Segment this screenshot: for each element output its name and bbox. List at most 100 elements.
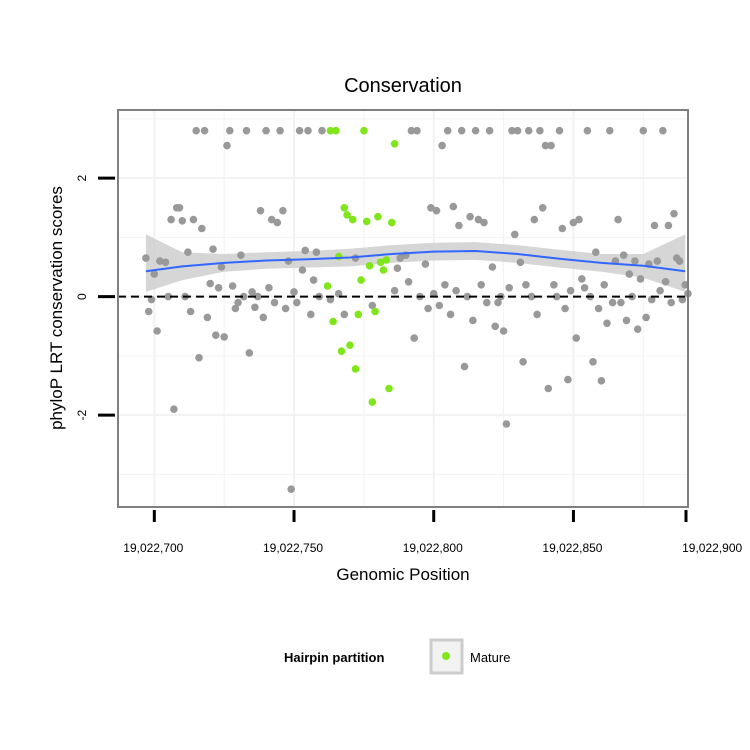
x-tick-label: 19,022,850: [542, 541, 602, 555]
other-point: [239, 292, 248, 301]
other-point: [499, 327, 508, 335]
mature-point: [382, 256, 391, 264]
other-point: [438, 141, 446, 150]
other-point: [583, 126, 592, 135]
mature-point: [360, 126, 368, 135]
other-point: [318, 126, 326, 135]
other-point: [491, 322, 500, 331]
legend: Hairpin partition Mature: [284, 638, 510, 675]
y-axis-title: phyloP LRT conservation scores: [47, 186, 66, 430]
other-point: [656, 286, 664, 295]
other-point: [189, 215, 198, 224]
other-point: [223, 141, 231, 150]
other-point: [410, 334, 419, 342]
other-point: [404, 278, 413, 286]
y-tick-label: 0: [75, 293, 89, 300]
other-point: [538, 204, 547, 212]
other-point: [617, 298, 625, 307]
other-point: [214, 284, 223, 292]
other-point: [592, 248, 600, 256]
y-axis-ticks: -2 0 2: [75, 174, 115, 421]
smooth-line: [145, 249, 686, 273]
other-point: [653, 257, 662, 265]
other-point: [284, 257, 293, 265]
other-point: [424, 304, 432, 313]
other-point: [237, 251, 245, 259]
mature-point: [357, 276, 365, 284]
other-point: [561, 304, 569, 313]
other-point: [228, 282, 237, 290]
mature-point: [332, 126, 340, 135]
other-point: [212, 331, 220, 340]
other-point: [552, 292, 561, 301]
other-point: [508, 126, 516, 135]
other-point: [625, 270, 634, 278]
other-point: [175, 204, 184, 212]
other-point: [281, 304, 290, 313]
other-point: [606, 126, 614, 135]
plot-frame: [117, 109, 689, 508]
other-point: [455, 221, 463, 230]
other-point: [619, 251, 628, 259]
other-point: [441, 281, 449, 289]
other-point: [485, 126, 494, 135]
other-point: [209, 245, 217, 253]
other-point: [488, 263, 497, 271]
other-point: [290, 288, 298, 296]
other-point: [650, 221, 659, 230]
other-point: [184, 248, 192, 256]
other-point: [220, 333, 228, 341]
other-point: [203, 313, 212, 322]
x-tick-label: 19,022,900: [682, 541, 742, 555]
other-point: [195, 353, 203, 362]
other-point: [279, 206, 287, 215]
mature-point: [326, 126, 335, 135]
other-point: [639, 126, 648, 135]
other-point: [477, 281, 486, 289]
other-point: [443, 126, 452, 135]
mature-point: [323, 282, 332, 290]
other-point: [167, 215, 175, 224]
other-point: [334, 289, 343, 298]
other-point: [480, 218, 488, 227]
other-point: [253, 292, 262, 301]
other-point: [589, 358, 597, 366]
other-point: [513, 126, 522, 135]
other-point: [256, 206, 265, 215]
other-point: [469, 316, 477, 325]
mature-point: [385, 384, 393, 393]
y-tick-label: -2: [75, 410, 89, 421]
other-point: [170, 405, 178, 414]
other-point: [432, 206, 441, 215]
other-point: [186, 307, 195, 316]
other-point: [262, 126, 270, 135]
other-point: [198, 224, 206, 233]
other-point: [295, 126, 304, 135]
other-point: [466, 212, 474, 221]
other-point: [276, 126, 284, 135]
other-point: [265, 284, 273, 292]
grid-lines: [118, 110, 688, 507]
other-point: [446, 310, 455, 319]
other-point: [575, 215, 583, 224]
other-point: [234, 298, 242, 307]
x-tick-label: 19,022,750: [263, 541, 323, 555]
other-point: [633, 325, 642, 334]
other-point: [541, 141, 550, 150]
other-point: [200, 126, 209, 135]
other-point: [161, 258, 170, 267]
other-point: [164, 292, 173, 301]
other-point: [572, 334, 580, 342]
other-point: [519, 358, 527, 366]
mature-point: [340, 204, 349, 212]
other-point: [242, 126, 251, 135]
other-point: [435, 301, 444, 310]
other-point: [142, 254, 150, 262]
x-tick-label: 19,022,800: [403, 541, 463, 555]
other-point: [600, 281, 608, 289]
mature-point: [346, 341, 354, 350]
other-point: [608, 298, 617, 307]
other-point: [301, 246, 310, 255]
other-point: [248, 288, 256, 296]
other-point: [368, 301, 377, 310]
